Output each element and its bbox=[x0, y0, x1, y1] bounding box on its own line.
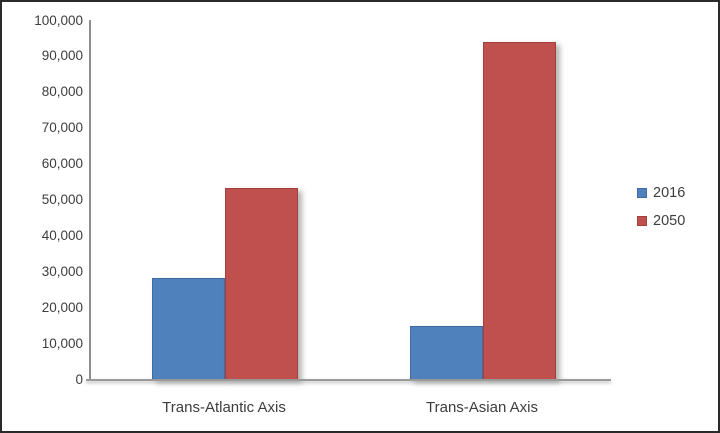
y-tick-label: 30,000 bbox=[41, 264, 83, 280]
x-axis-line bbox=[86, 379, 611, 381]
y-tick-label: 20,000 bbox=[41, 300, 83, 316]
y-tick-label: 50,000 bbox=[41, 192, 83, 208]
y-tick-label: 100,000 bbox=[34, 12, 83, 28]
legend-item-2016: 2016 bbox=[637, 185, 685, 201]
bar-trans-atlantic-axis-2016 bbox=[152, 277, 225, 380]
legend-item-2050: 2050 bbox=[637, 213, 685, 229]
bar-trans-asian-axis-2050 bbox=[483, 42, 556, 380]
bar-trans-atlantic-axis-2050 bbox=[225, 187, 298, 380]
y-tick-label: 80,000 bbox=[41, 84, 83, 100]
y-tick-label: 90,000 bbox=[41, 48, 83, 64]
legend-swatch-2016-icon bbox=[637, 188, 647, 198]
legend-label-2016: 2016 bbox=[653, 185, 686, 201]
y-tick-label: 60,000 bbox=[41, 156, 83, 172]
y-axis-line bbox=[89, 20, 91, 380]
y-tick-label: 70,000 bbox=[41, 120, 83, 136]
y-tick-label: 40,000 bbox=[41, 228, 83, 244]
legend-swatch-2050-icon bbox=[637, 216, 647, 226]
legend-label-2050: 2050 bbox=[653, 213, 686, 229]
y-tick-label: 0 bbox=[75, 372, 83, 387]
bar-trans-asian-axis-2016 bbox=[410, 326, 483, 380]
category-label-trans-atlantic-axis: Trans-Atlantic Axis bbox=[162, 399, 286, 416]
legend: 2016 2050 bbox=[637, 185, 685, 229]
y-tick-label: 10,000 bbox=[41, 336, 83, 352]
category-label-trans-asian-axis: Trans-Asian Axis bbox=[426, 399, 538, 416]
